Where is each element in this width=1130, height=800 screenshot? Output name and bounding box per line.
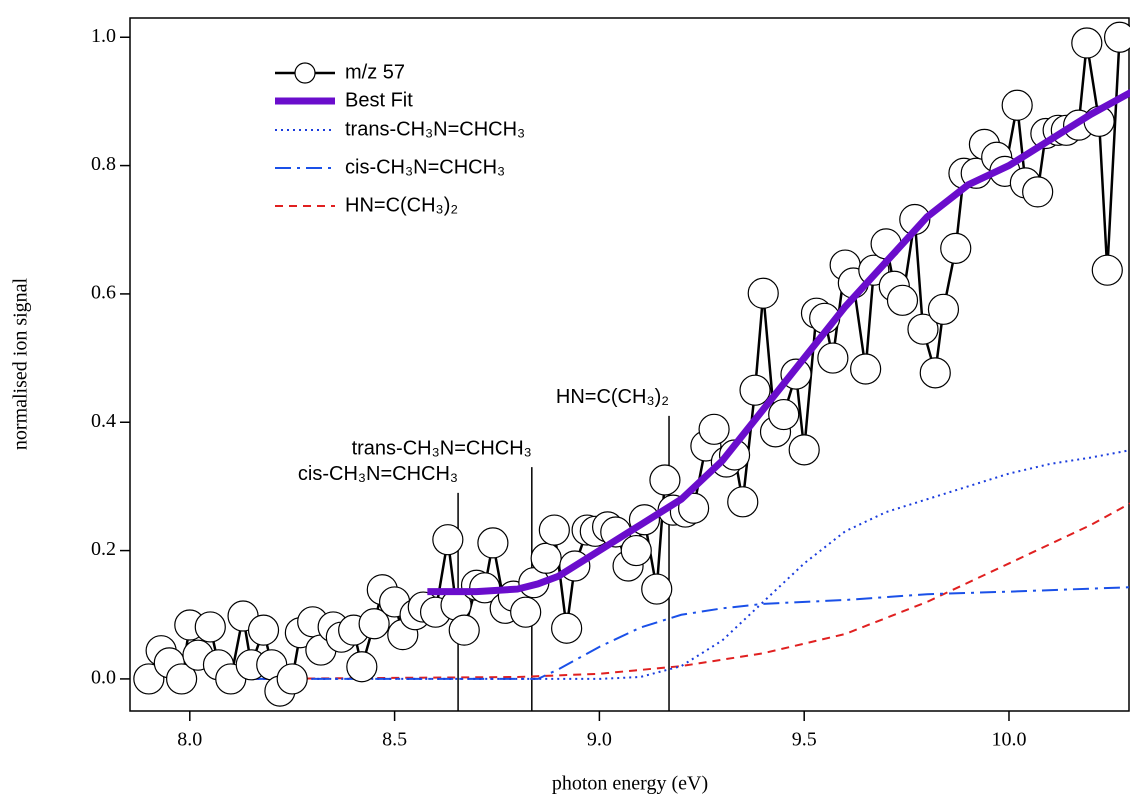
x-axis-label: photon energy (eV) [552,773,708,795]
data-point [919,357,951,389]
legend-label: trans-CH₃N=CHCH₃ [345,118,525,140]
data-point [194,611,226,643]
y-tick-label: 0.4 [91,410,116,432]
x-tick-label: 8.5 [382,729,407,751]
data-point [649,464,681,496]
y-tick-label: 0.6 [91,282,116,304]
data-point [432,524,464,556]
data-point [346,651,378,683]
data-point [886,284,919,316]
data-point [698,413,730,445]
data-point [641,573,673,605]
annotation-label: trans-CH₃N=CHCH₃ [352,437,532,459]
plot-frame [129,17,1130,712]
data-point [247,614,280,646]
data-point [768,398,800,431]
legend-marker [294,62,316,84]
y-tick-label: 0.8 [91,153,116,175]
data-point [1071,27,1103,59]
y-axis-label: normalised ion signal [10,277,32,450]
legend-label: Best Fit [345,89,413,111]
data-point [927,293,960,325]
y-tick-label: 0.0 [91,667,116,689]
data-point [620,534,652,567]
data-point [1091,254,1123,286]
legend-label: m/z 57 [345,61,405,83]
data-point [788,434,820,466]
annotation-label: cis-CH₃N=CHCH₃ [298,463,458,485]
data-point [477,527,509,559]
data-point [166,663,198,695]
legend-label: HN=C(CH₃)₂ [345,194,458,216]
data-point [276,663,308,695]
x-tick-label: 8.0 [177,729,202,751]
data-point [1022,176,1054,208]
series-line [251,586,1130,680]
data-point [817,342,849,374]
data-point [538,514,570,546]
y-tick-label: 0.2 [91,538,116,560]
data-point [1103,21,1130,53]
data-point [1001,89,1033,121]
x-tick-label: 9.5 [792,729,817,751]
data-point [940,232,972,264]
series-line [251,449,1130,680]
annotation-label: HN=C(CH₃)₂ [556,386,669,408]
data-point [510,596,542,628]
data-point [747,277,779,309]
data-point [551,612,583,644]
data-point [850,353,882,385]
data-point [358,608,390,640]
data-point [907,313,939,345]
data-point [530,542,562,574]
data-point [678,492,710,524]
data-point [448,614,480,646]
y-tick-label: 1.0 [91,25,116,47]
legend-label: cis-CH₃N=CHCH₃ [345,156,505,178]
data-point [727,486,759,518]
series-line [427,88,1130,596]
x-tick-label: 10.0 [991,729,1026,751]
x-tick-label: 9.0 [587,729,612,751]
data-point [739,374,771,406]
